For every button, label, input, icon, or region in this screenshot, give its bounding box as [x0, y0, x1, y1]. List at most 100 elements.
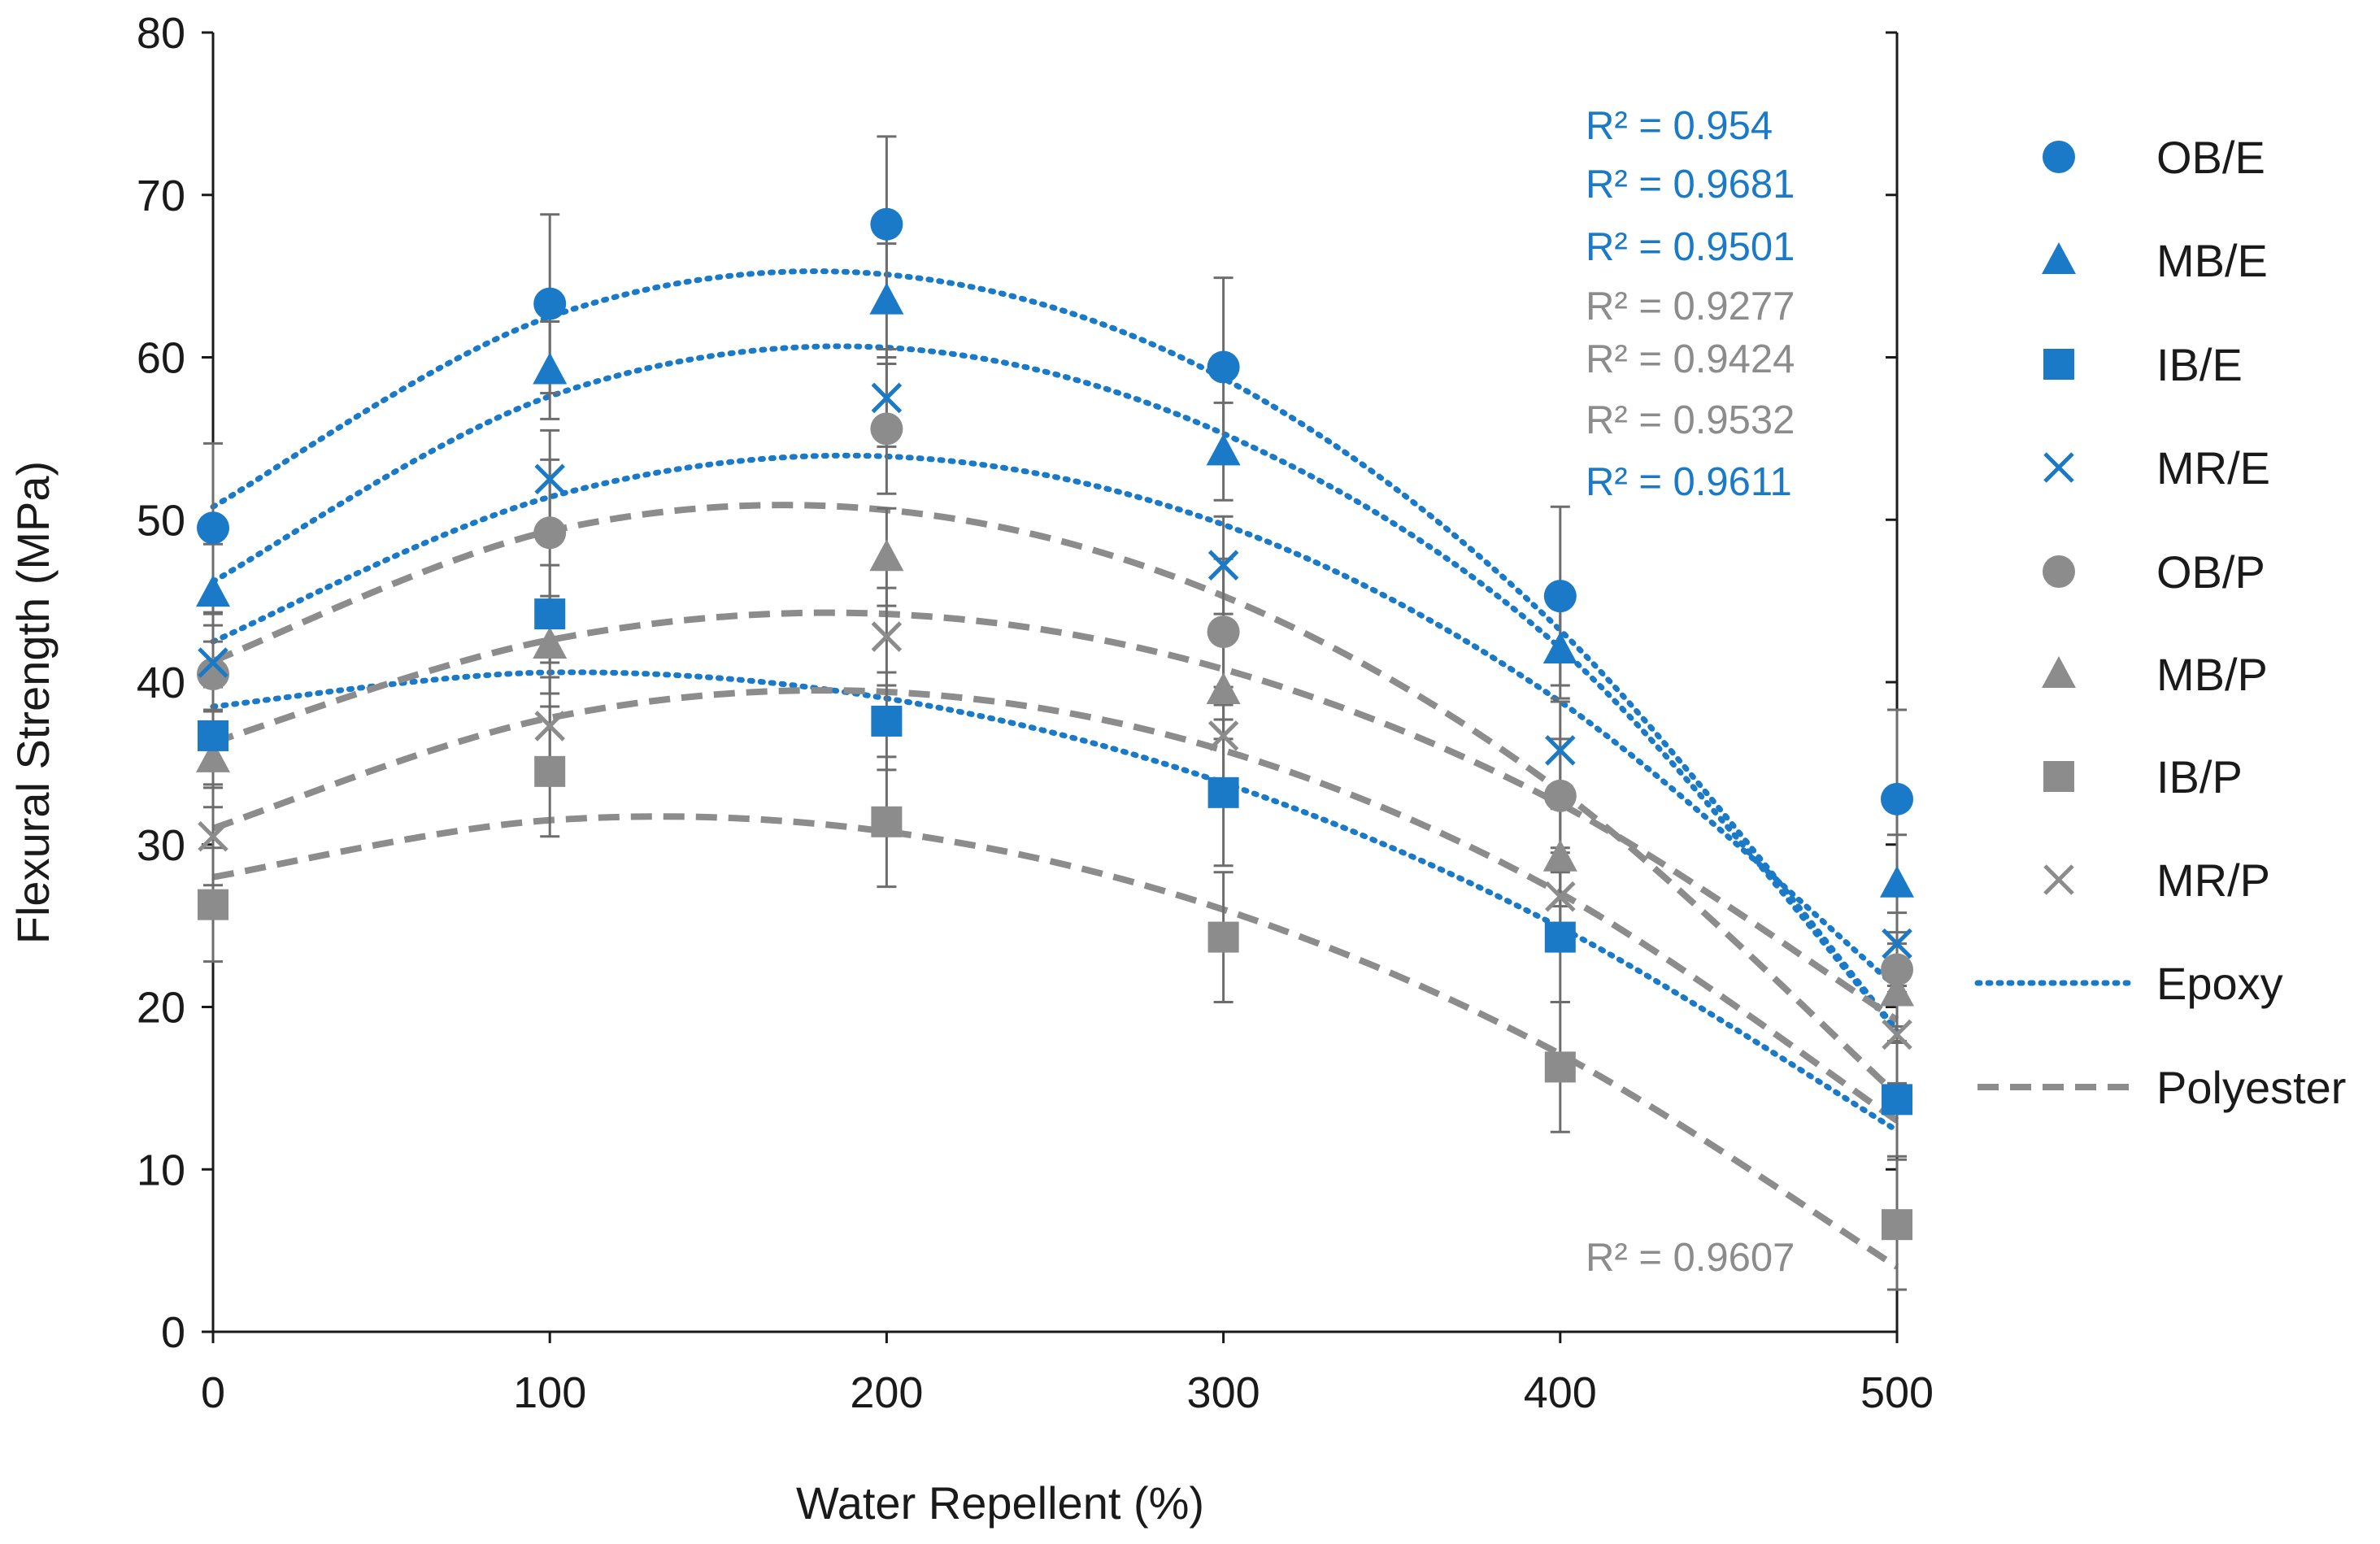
- point-mb-e: [1206, 433, 1241, 466]
- point-mr-e: [1545, 735, 1576, 766]
- legend-swatch: [2042, 656, 2076, 688]
- legend-swatch: [2043, 349, 2074, 380]
- point-mr-e: [534, 463, 565, 495]
- point-ib-p: [871, 806, 903, 837]
- point-ob-e: [1207, 350, 1240, 384]
- point-mb-p: [533, 627, 568, 659]
- legend-label: MB/E: [2156, 235, 2268, 286]
- r-squared-label: R² = 0.9501: [1586, 225, 1795, 269]
- point-mb-e: [869, 282, 904, 315]
- point-mb-e: [196, 575, 230, 607]
- x-tick-label: 0: [201, 1368, 225, 1417]
- point-ib-p: [1544, 1051, 1576, 1083]
- point-ib-p: [1207, 921, 1239, 953]
- trendline-ib-e: [210, 669, 1900, 1133]
- point-mb-p: [1206, 672, 1241, 704]
- point-ob-e: [1881, 782, 1913, 815]
- x-stroke: [871, 382, 903, 414]
- trendline-ib-p: [212, 813, 1899, 1270]
- point-ob-p: [1207, 615, 1240, 649]
- legend-label: Polyester: [2156, 1062, 2346, 1113]
- x-stroke: [2043, 864, 2074, 895]
- r-squared-label: R² = 0.954: [1586, 104, 1773, 148]
- point-ib-e: [1882, 1084, 1912, 1116]
- x-stroke: [198, 820, 228, 852]
- point-mb-p: [869, 539, 904, 572]
- point-ob-e: [197, 511, 229, 545]
- point-ib-p: [534, 755, 566, 787]
- legend-swatch: [2043, 761, 2074, 792]
- legend-item-mr-e: MR/E: [2043, 442, 2270, 494]
- point-mr-p: [1882, 1019, 1912, 1050]
- legend-label: Epoxy: [2156, 958, 2283, 1009]
- point-ob-p: [1881, 953, 1913, 986]
- point-mr-p: [1207, 720, 1239, 751]
- point-ob-p: [870, 412, 903, 446]
- r-squared-label: R² = 0.9607: [1586, 1236, 1795, 1280]
- x-stroke: [198, 647, 228, 678]
- legend-item-polyester: Polyester: [1978, 1062, 2346, 1113]
- point-mr-e: [1882, 928, 1912, 959]
- point-ib-e: [198, 720, 228, 751]
- trendline-mb-e: [210, 343, 1900, 1034]
- point-ib-p: [198, 889, 228, 920]
- point-ob-p: [1543, 779, 1577, 812]
- point-ob-p: [533, 516, 567, 550]
- point-mr-p: [1545, 881, 1576, 912]
- y-tick-label: 50: [137, 496, 185, 545]
- x-stroke: [1882, 1019, 1912, 1050]
- legend: OB/E MB/E IB/E MR/E OB/P MB/P IB/P MR/P Epoxy Pol…: [1974, 132, 2346, 1113]
- r-squared-label: R² = 0.9611: [1586, 460, 1792, 504]
- trendline-mr-p: [211, 687, 1899, 1124]
- data-points: [196, 207, 1914, 1241]
- legend-label: IB/E: [2156, 339, 2243, 390]
- legend-label: OB/E: [2156, 132, 2265, 183]
- x-stroke: [1545, 735, 1576, 766]
- y-tick-label: 20: [137, 984, 185, 1033]
- y-tick-label: 80: [137, 9, 185, 58]
- point-mb-p: [1542, 839, 1577, 872]
- legend-swatch: [2043, 452, 2074, 483]
- legend-label: MR/E: [2156, 442, 2270, 494]
- point-ib-e: [1207, 776, 1239, 808]
- x-tick-label: 100: [513, 1368, 586, 1417]
- point-mb-e: [533, 352, 568, 385]
- point-ob-e: [870, 207, 903, 241]
- r-squared-labels: R² = 0.954 R² = 0.9681 R² = 0.9501 R² = 0.9…: [1586, 104, 1795, 1280]
- point-mr-e: [871, 382, 903, 414]
- legend-item-mb-e: MB/E: [2042, 235, 2268, 286]
- point-mb-e: [1880, 865, 1914, 898]
- r-squared-label: R² = 0.9277: [1586, 285, 1795, 328]
- legend-item-ib-e: IB/E: [2043, 339, 2243, 390]
- r-squared-label: R² = 0.9424: [1586, 337, 1795, 381]
- legend-swatch: [2042, 242, 2076, 274]
- legend-item-mr-p: MR/P: [2043, 855, 2270, 906]
- point-ob-e: [533, 287, 567, 320]
- point-ib-p: [1882, 1209, 1912, 1241]
- trendline-ob-e: [210, 268, 1900, 1033]
- point-mb-p: [1880, 974, 1914, 1007]
- legend-item-ob-p: OB/P: [2043, 546, 2265, 598]
- legend-swatch: [2043, 555, 2075, 588]
- x-tick-label: 300: [1187, 1368, 1260, 1417]
- x-stroke: [1207, 720, 1239, 751]
- r-squared-label: R² = 0.9532: [1586, 398, 1795, 442]
- r-squared-label: R² = 0.9681: [1586, 163, 1795, 207]
- x-stroke: [1207, 550, 1239, 581]
- legend-item-mb-p: MB/P: [2042, 649, 2268, 700]
- legend-item-ob-e: OB/E: [2043, 132, 2265, 183]
- point-mb-p: [196, 740, 230, 772]
- x-stroke: [871, 621, 903, 652]
- legend-label: OB/P: [2156, 546, 2265, 598]
- y-tick-label: 40: [137, 659, 185, 707]
- point-ib-e: [1544, 921, 1576, 953]
- trendline-mb-p: [211, 609, 1899, 1023]
- legend-item-epoxy: Epoxy: [1974, 958, 2283, 1009]
- y-tick-label: 10: [137, 1146, 185, 1194]
- axes: 0 10 20 30 40 50 60 70 80 0 100 200 300 400 500: [137, 9, 1934, 1417]
- legend-label: MR/P: [2156, 855, 2270, 906]
- point-mr-p: [871, 621, 903, 652]
- y-tick-label: 0: [161, 1308, 185, 1357]
- legend-item-ib-p: IB/P: [2043, 751, 2243, 802]
